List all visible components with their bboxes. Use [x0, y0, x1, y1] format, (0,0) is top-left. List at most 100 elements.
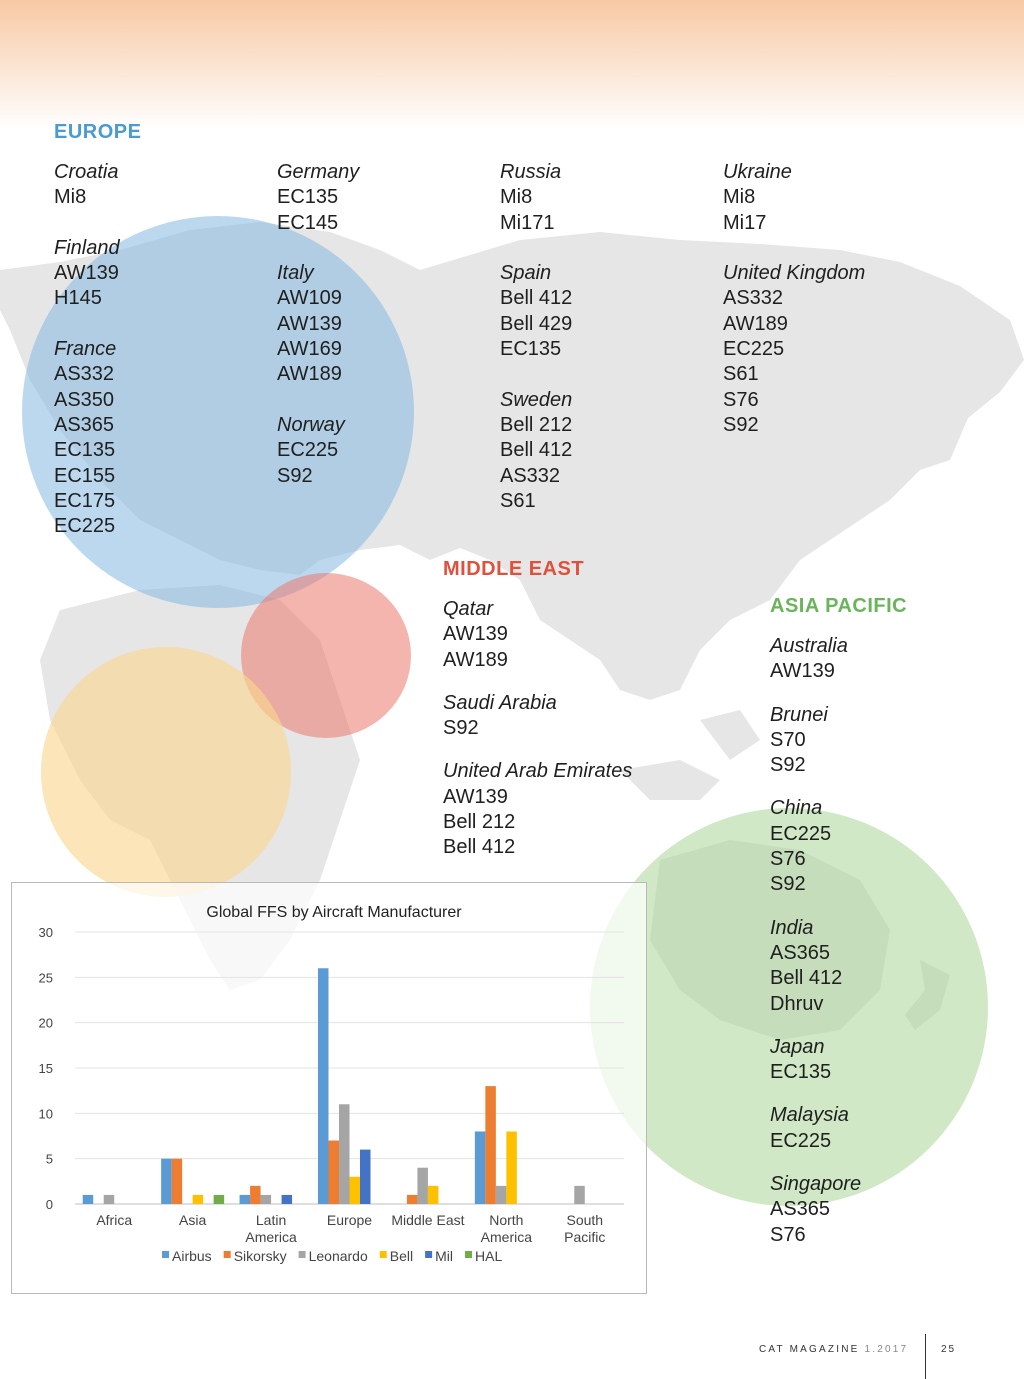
country-name: Singapore	[770, 1173, 862, 1196]
aircraft-model: EC135	[277, 186, 339, 209]
x-category-label: Middle East	[391, 1212, 464, 1228]
footer-divider	[925, 1334, 926, 1379]
legend-swatch-mil	[425, 1251, 433, 1258]
country-name: Spain	[500, 262, 552, 285]
bar-leonardo	[417, 1167, 428, 1204]
aircraft-model: EC225	[277, 439, 339, 462]
aircraft-model: EC135	[500, 338, 562, 361]
legend-label-leonardo: Leonardo	[309, 1248, 368, 1264]
europe-column-2: Germany EC135 EC145 Italy AW109 AW139 AW…	[277, 160, 359, 489]
bar-leonardo	[339, 1104, 350, 1204]
legend-swatch-airbus	[162, 1251, 169, 1258]
bar-sikorsky	[328, 1140, 339, 1204]
aircraft-model: AS332	[723, 287, 784, 310]
aircraft-model: Bell 429	[500, 312, 573, 335]
x-category-label: Asia	[179, 1212, 206, 1228]
country-name: Malaysia	[770, 1104, 849, 1127]
aircraft-model: S61	[500, 489, 536, 512]
country-name: United Kingdom	[723, 262, 866, 285]
country-name: Croatia	[54, 161, 119, 183]
bar-bell	[192, 1194, 204, 1204]
country-name: France	[54, 338, 117, 361]
aircraft-model: Bell 212	[443, 811, 516, 834]
aircraft-model: AW139	[54, 262, 119, 285]
country-name: Germany	[277, 161, 360, 183]
x-category-label: Latin	[256, 1212, 286, 1228]
x-category-label: America	[481, 1229, 533, 1245]
bar-airbus	[239, 1194, 251, 1204]
country-name: Saudi Arabia	[443, 691, 557, 714]
country-name: Norway	[277, 413, 345, 436]
aircraft-model: EC155	[54, 464, 116, 487]
ffs-bar-chart: Global FFS by Aircraft Manufacturer 0 5 10 1…	[11, 882, 647, 1294]
aircraft-model: EC175	[54, 489, 116, 512]
europe-heading: EUROPE	[54, 121, 142, 143]
y-tick-label: 25	[39, 970, 53, 985]
legend-label-bell: Bell	[390, 1248, 413, 1264]
bar-sikorsky	[171, 1158, 183, 1204]
aircraft-model: AW139	[443, 785, 508, 808]
asia-pacific-heading: ASIA PACIFIC	[770, 595, 908, 617]
page-number: 25	[941, 1344, 957, 1355]
aircraft-model: Bell 412	[500, 439, 573, 462]
aircraft-model: S92	[277, 464, 313, 487]
europe-column-1: Croatia Mi8 Finland AW139 H145 France AS…	[54, 160, 120, 539]
y-tick-label: 5	[46, 1152, 53, 1167]
legend-swatch-sikorsky	[223, 1251, 231, 1258]
y-tick-label: 15	[39, 1061, 53, 1076]
aircraft-model: EC135	[54, 439, 116, 462]
aircraft-model: EC225	[54, 515, 116, 538]
aircraft-model: Bell 212	[500, 413, 573, 436]
aircraft-model: EC135	[770, 1061, 832, 1084]
bar-hal	[213, 1194, 225, 1204]
bar-airbus	[318, 968, 329, 1204]
country-name: Australia	[770, 635, 848, 657]
europe-column-4: Ukraine Mi8 Mi17 United Kingdom AS332 AW…	[723, 160, 865, 438]
aircraft-model: S70	[770, 728, 806, 751]
country-name: Russia	[500, 161, 562, 183]
x-category-label: Europe	[327, 1212, 372, 1228]
aircraft-model: AS365	[770, 1198, 831, 1221]
aircraft-model: Mi17	[723, 211, 767, 234]
country-name: United Arab Emirates	[443, 760, 633, 783]
bar-airbus	[161, 1158, 172, 1204]
aircraft-model: AW189	[723, 312, 788, 335]
bar-mil	[360, 1149, 371, 1204]
middle-east-list: Qatar AW139 AW189 Saudi Arabia S92 Unite…	[443, 597, 632, 861]
bar-airbus	[474, 1131, 486, 1204]
y-tick-label: 0	[46, 1197, 53, 1212]
aircraft-model: AS365	[54, 413, 115, 436]
asia-pacific-list: Australia AW139 Brunei S70 S92 China EC2…	[770, 634, 861, 1248]
legend-swatch-leonardo	[298, 1251, 306, 1258]
africa-region-circle	[41, 647, 291, 897]
legend-label-hal: HAL	[475, 1248, 502, 1264]
aircraft-model: Mi171	[500, 211, 555, 234]
aircraft-model: Bell 412	[443, 836, 516, 859]
legend-label-mil: Mil	[435, 1248, 453, 1264]
country-name: Ukraine	[723, 161, 792, 183]
bar-sikorsky	[485, 1086, 496, 1204]
aircraft-model: AW189	[443, 648, 508, 671]
bar-airbus	[82, 1194, 94, 1204]
y-tick-label: 20	[39, 1016, 53, 1031]
legend-label-airbus: Airbus	[172, 1248, 212, 1264]
aircraft-model: S92	[443, 717, 479, 740]
aircraft-model: S61	[723, 363, 759, 386]
legend-swatch-hal	[465, 1251, 473, 1258]
country-name: Brunei	[770, 703, 828, 726]
middle-east-heading: MIDDLE EAST	[443, 558, 585, 580]
bar-leonardo	[495, 1185, 507, 1204]
country-name: Sweden	[500, 388, 573, 411]
bar-leonardo	[103, 1194, 115, 1204]
x-category-label: America	[245, 1229, 297, 1245]
bar-mil	[281, 1194, 293, 1204]
aircraft-model: Mi8	[54, 186, 87, 209]
bar-leonardo	[574, 1185, 585, 1204]
aircraft-model: S76	[723, 388, 759, 411]
bar-sikorsky	[406, 1194, 418, 1204]
issue-number: 1.2017	[864, 1344, 909, 1355]
aircraft-model: EC225	[770, 822, 832, 845]
aircraft-model: Mi8	[500, 186, 533, 209]
country-name: Italy	[277, 262, 314, 285]
magazine-name: CAT MAGAZINE	[759, 1344, 860, 1355]
